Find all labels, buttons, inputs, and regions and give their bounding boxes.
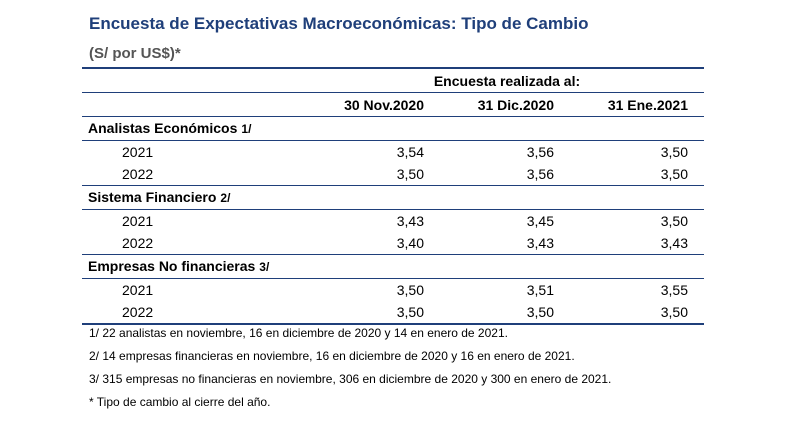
group-row-empresas-no-financieras: Empresas No financieras 3/ xyxy=(82,254,704,279)
exchange-rate-table-container: Encuesta realizada al: 30 Nov.2020 31 Di… xyxy=(82,67,704,325)
year-cell: 2021 xyxy=(122,282,154,298)
table-row: 2022 3,50 3,56 3,50 xyxy=(82,163,704,186)
value-cell: 3,51 xyxy=(526,282,554,298)
footnote-marker: 1/ xyxy=(241,122,252,136)
value-cell: 3,43 xyxy=(396,213,424,229)
page-subtitle: (S/ por US$)* xyxy=(89,45,181,62)
value-cell: 3,50 xyxy=(660,166,688,182)
footnote: 3/ 315 empresas no financieras en noviem… xyxy=(89,372,612,386)
table-row: 2022 3,40 3,43 3,43 xyxy=(82,232,704,255)
group-label: Sistema Financiero xyxy=(88,189,217,205)
year-cell: 2021 xyxy=(122,144,154,160)
date-header: 31 Ene.2021 xyxy=(607,96,688,113)
year-cell: 2022 xyxy=(82,301,310,325)
value-cell: 3,56 xyxy=(526,144,554,160)
table-row: 2022 3,50 3,50 3,50 xyxy=(82,301,704,325)
value-cell: 3,54 xyxy=(396,144,424,160)
footnote-marker: 2/ xyxy=(220,191,231,205)
date-header: 30 Nov.2020 xyxy=(344,96,424,113)
value-cell: 3,50 xyxy=(660,144,688,160)
footnotes: 1/ 22 analistas en noviembre, 16 en dici… xyxy=(89,322,611,414)
footnote: 1/ 22 analistas en noviembre, 16 en dici… xyxy=(89,326,508,340)
year-cell: 2022 xyxy=(122,235,154,251)
value-cell: 3,43 xyxy=(526,235,554,251)
year-cell: 2022 xyxy=(122,166,154,182)
footnote: * Tipo de cambio al cierre del año. xyxy=(89,395,271,409)
table-row: 2021 3,50 3,51 3,55 xyxy=(82,279,704,302)
value-cell: 3,55 xyxy=(660,282,688,298)
value-cell: 3,50 xyxy=(570,301,704,325)
value-cell: 3,56 xyxy=(526,166,554,182)
year-cell: 2021 xyxy=(122,213,154,229)
date-header-row: 30 Nov.2020 31 Dic.2020 31 Ene.2021 xyxy=(82,93,704,117)
group-label: Empresas No financieras xyxy=(88,258,256,274)
value-cell: 3,50 xyxy=(310,301,440,325)
value-cell: 3,40 xyxy=(396,235,424,251)
table-row: 2021 3,54 3,56 3,50 xyxy=(82,141,704,164)
value-cell: 3,50 xyxy=(396,166,424,182)
value-cell: 3,50 xyxy=(440,301,570,325)
group-label: Analistas Económicos xyxy=(88,120,238,136)
survey-header-row: Encuesta realizada al: xyxy=(82,69,704,93)
exchange-rate-table: Encuesta realizada al: 30 Nov.2020 31 Di… xyxy=(82,67,704,325)
value-cell: 3,50 xyxy=(396,282,424,298)
group-row-analistas: Analistas Económicos 1/ xyxy=(82,116,704,141)
footnote: 2/ 14 empresas financieras en noviembre,… xyxy=(89,349,575,363)
value-cell: 3,45 xyxy=(526,213,554,229)
survey-header: Encuesta realizada al: xyxy=(310,69,704,93)
value-cell: 3,43 xyxy=(660,235,688,251)
value-cell: 3,50 xyxy=(660,213,688,229)
table-row: 2021 3,43 3,45 3,50 xyxy=(82,210,704,233)
group-row-sistema-financiero: Sistema Financiero 2/ xyxy=(82,185,704,210)
footnote-marker: 3/ xyxy=(259,260,270,274)
date-header: 31 Dic.2020 xyxy=(477,96,554,113)
page-title: Encuesta de Expectativas Macroeconómicas… xyxy=(89,14,589,33)
